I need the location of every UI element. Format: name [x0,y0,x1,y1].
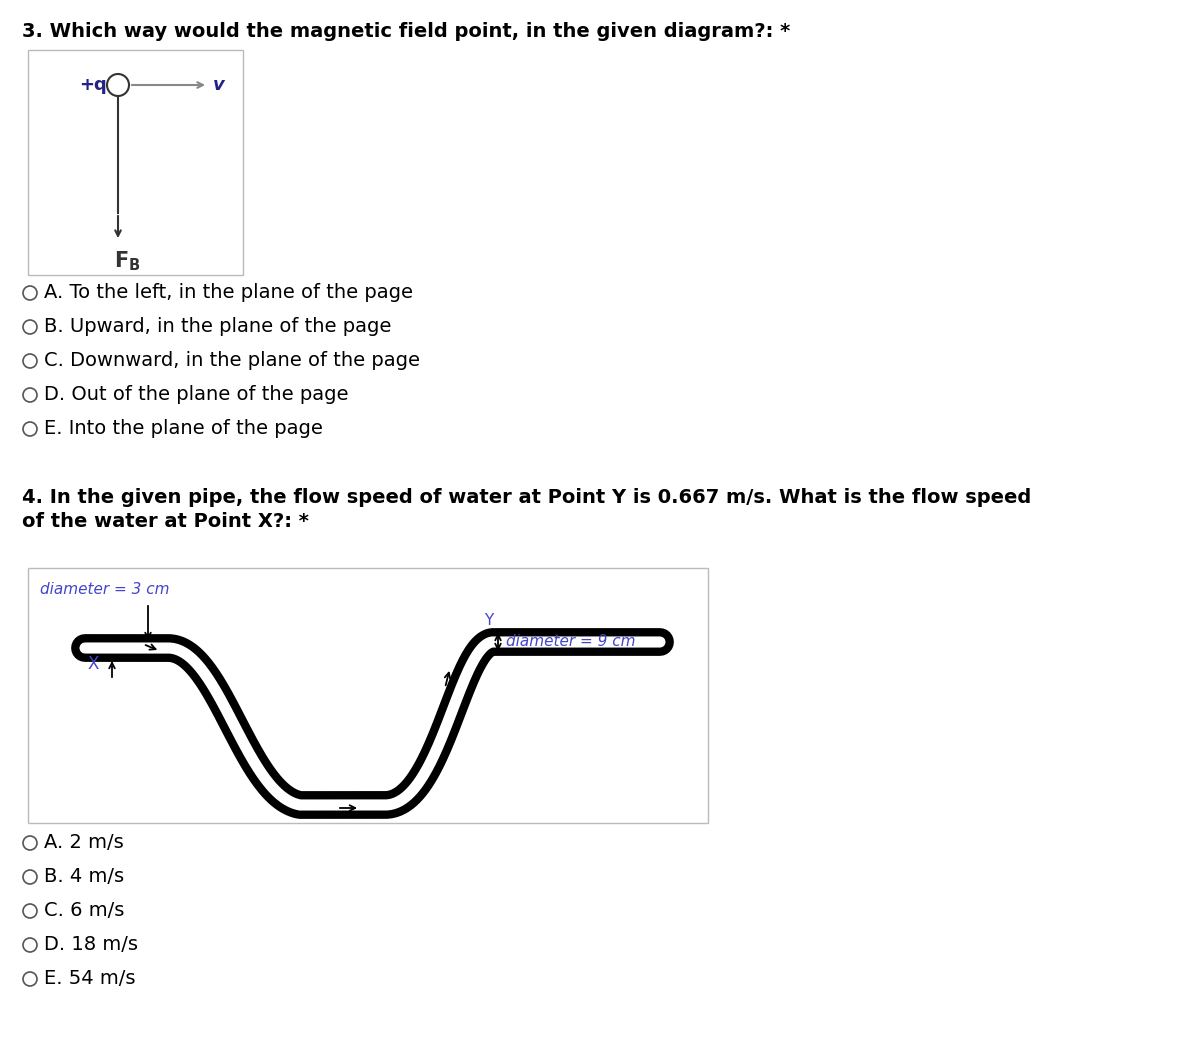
Text: Y: Y [484,613,493,628]
Text: C. 6 m/s: C. 6 m/s [44,902,125,921]
Bar [28,568,708,823]
Text: C. Downward, in the plane of the page: C. Downward, in the plane of the page [44,352,420,371]
Text: diameter = 9 cm: diameter = 9 cm [506,634,636,650]
Text: 3. Which way would the magnetic field point, in the given diagram?: *: 3. Which way would the magnetic field po… [22,22,791,41]
Text: E. Into the plane of the page: E. Into the plane of the page [44,419,323,439]
Text: A. To the left, in the plane of the page: A. To the left, in the plane of the page [44,284,413,303]
Text: D. 18 m/s: D. 18 m/s [44,936,138,955]
Text: A. 2 m/s: A. 2 m/s [44,834,124,853]
Text: of the water at Point X?: *: of the water at Point X?: * [22,512,308,531]
Text: B. 4 m/s: B. 4 m/s [44,868,124,887]
Text: diameter = 3 cm: diameter = 3 cm [40,582,169,597]
Text: 4. In the given pipe, the flow speed of water at Point Y is 0.667 m/s. What is t: 4. In the given pipe, the flow speed of … [22,489,1031,507]
Text: v: v [214,76,224,95]
Bar [28,50,242,275]
Text: +q: +q [79,76,107,95]
Text: D. Out of the plane of the page: D. Out of the plane of the page [44,386,348,405]
Text: X: X [88,655,100,673]
Text: $\mathbf{F}_\mathbf{B}$: $\mathbf{F}_\mathbf{B}$ [114,249,140,273]
Text: B. Upward, in the plane of the page: B. Upward, in the plane of the page [44,318,391,337]
Text: E. 54 m/s: E. 54 m/s [44,970,136,989]
